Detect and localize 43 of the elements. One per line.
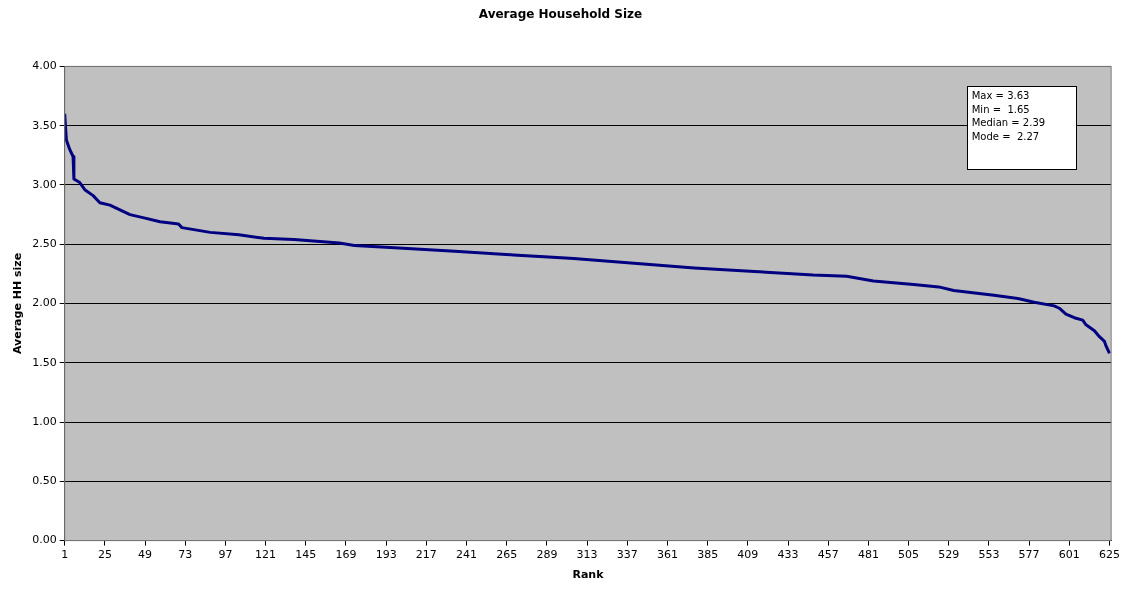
chart-title: Average Household Size xyxy=(478,7,643,22)
x-tick-label: 313 xyxy=(576,548,598,562)
y-tick-label: 4.00 xyxy=(32,59,57,73)
x-tick-label: 289 xyxy=(536,548,558,562)
x-tick-label: 433 xyxy=(777,548,799,562)
y-tick-label: 3.00 xyxy=(32,177,57,191)
x-tick-label: 73 xyxy=(178,548,193,562)
x-tick-label: 25 xyxy=(97,548,112,562)
x-axis-title: Rank xyxy=(572,568,605,582)
y-tick-label: 0.50 xyxy=(32,474,57,488)
annotation: Max = 3.63 xyxy=(971,89,1031,103)
x-tick-label: 457 xyxy=(817,548,839,562)
x-tick-label: 601 xyxy=(1058,548,1080,562)
x-tick-label: 577 xyxy=(1018,548,1040,562)
x-tick-label: 505 xyxy=(898,548,920,562)
x-tick-label: 1 xyxy=(61,548,69,562)
x-tick-label: 169 xyxy=(335,548,357,562)
x-tick-label: 49 xyxy=(138,548,153,562)
y-tick-label: 2.00 xyxy=(32,296,57,310)
x-tick-label: 553 xyxy=(978,548,1000,562)
x-tick-label: 145 xyxy=(295,548,317,562)
y-tick-label: 0.00 xyxy=(32,533,57,547)
y-axis-title: Average HH size xyxy=(11,252,25,355)
x-tick-label: 337 xyxy=(616,548,638,562)
y-tick-label: 1.00 xyxy=(32,414,57,428)
y-tick-label: 3.50 xyxy=(32,118,57,132)
x-tick-label: 481 xyxy=(857,548,879,562)
x-tick-label: 217 xyxy=(415,548,437,562)
x-tick-label: 97 xyxy=(218,548,233,562)
annotation: Median = 2.39 xyxy=(971,116,1047,130)
annotation: Min = 1.65 xyxy=(971,102,1031,117)
x-tick-label: 241 xyxy=(456,548,478,562)
y-tick-label: 2.50 xyxy=(32,237,57,251)
x-tick-label: 529 xyxy=(938,548,960,562)
x-tick-label: 121 xyxy=(255,548,277,562)
x-tick-label: 361 xyxy=(656,548,678,562)
annotation: Mode = 2.27 xyxy=(971,129,1041,144)
x-tick-label: 625 xyxy=(1098,548,1120,562)
y-tick-label: 1.50 xyxy=(32,355,57,369)
x-tick-label: 385 xyxy=(697,548,719,562)
x-tick-label: 193 xyxy=(375,548,397,562)
x-tick-label: 409 xyxy=(737,548,759,562)
x-tick-label: 265 xyxy=(496,548,518,562)
